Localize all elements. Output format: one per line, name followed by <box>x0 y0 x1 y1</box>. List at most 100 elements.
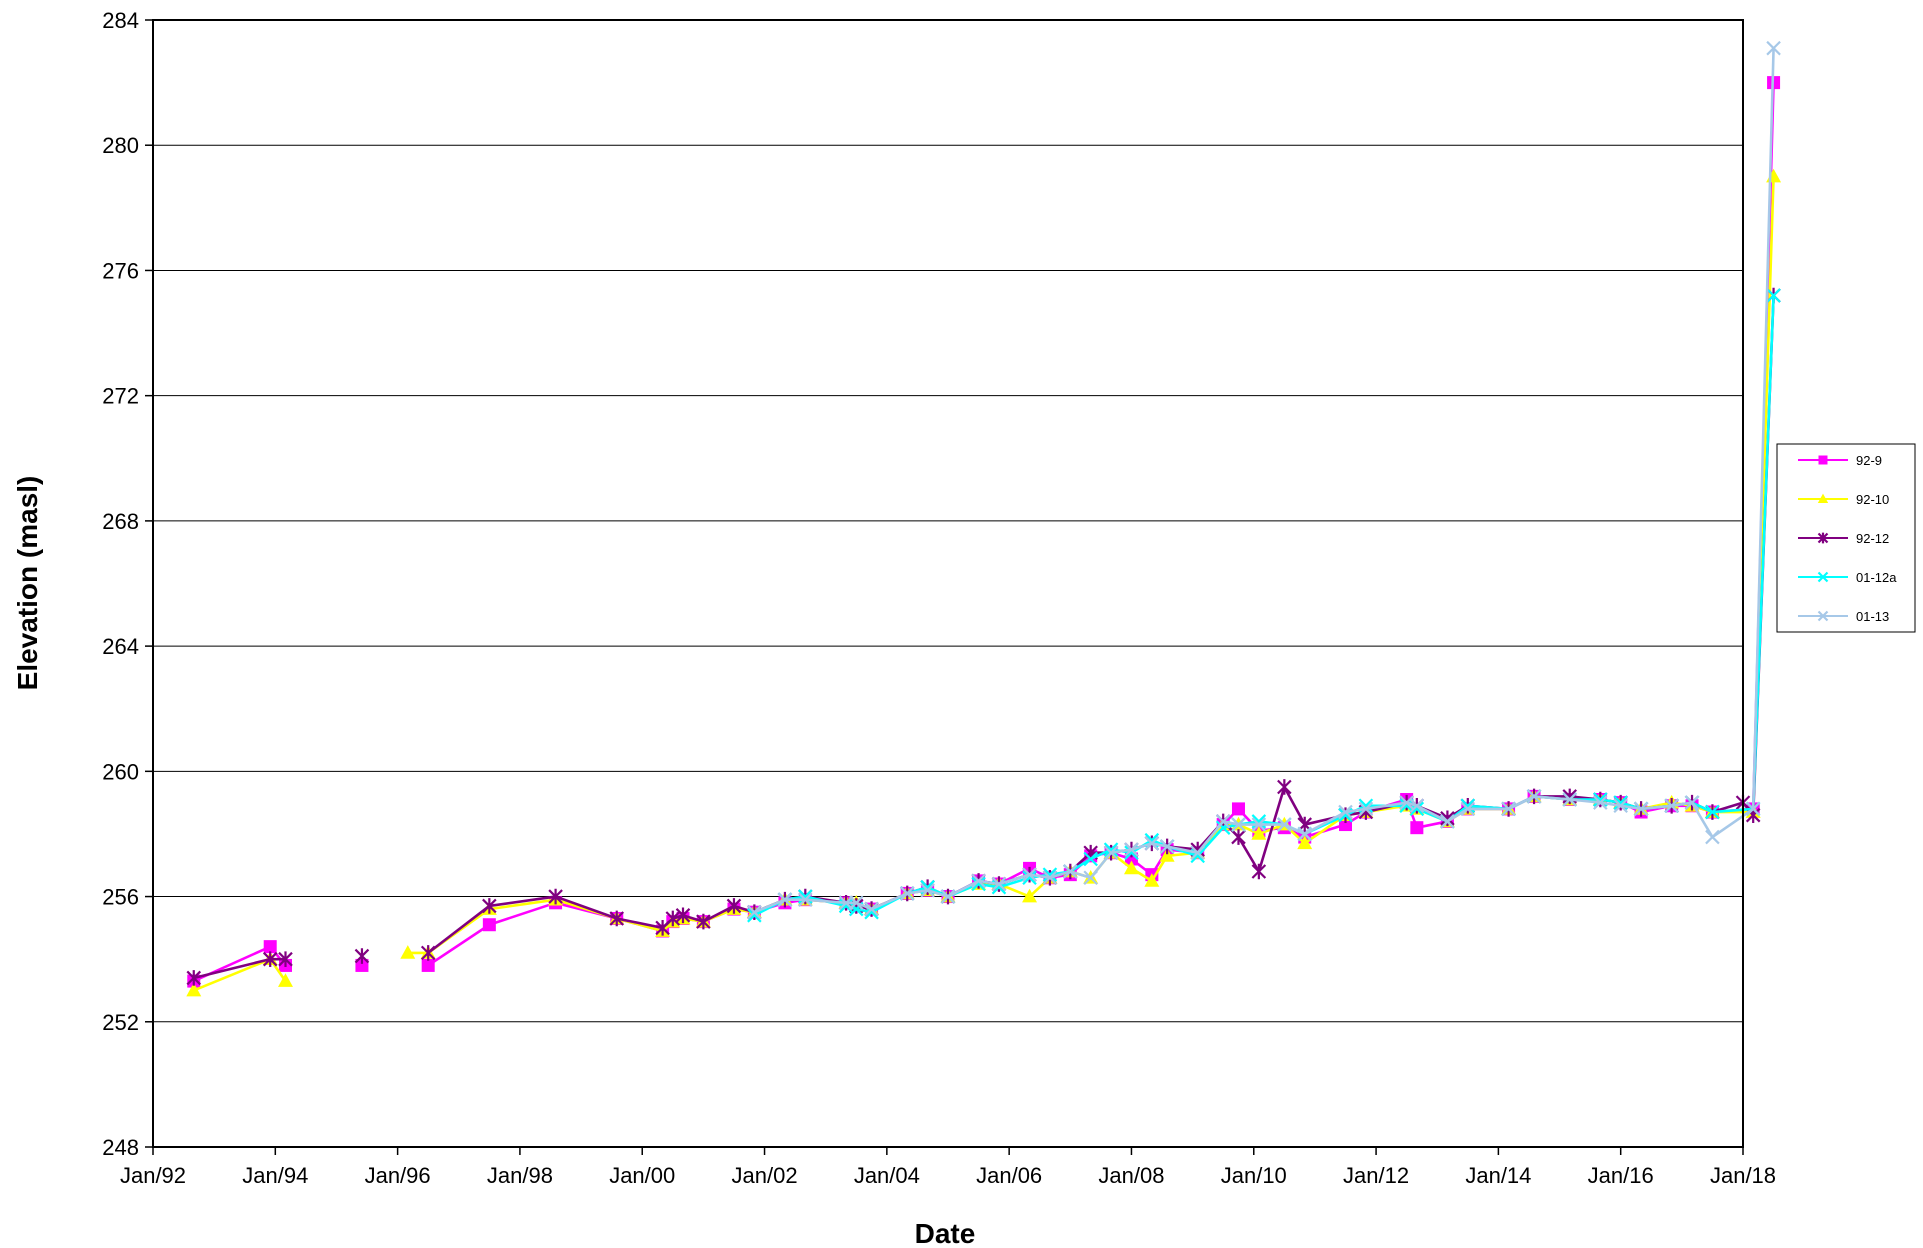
data-point <box>1063 864 1078 879</box>
y-tick-label: 260 <box>102 759 139 784</box>
data-point <box>1159 848 1175 862</box>
data-point <box>1633 801 1649 817</box>
data-point <box>1460 801 1476 817</box>
y-tick-label: 268 <box>102 509 139 534</box>
data-point <box>1440 814 1455 829</box>
y-tick-label: 272 <box>102 384 139 409</box>
data-point <box>1231 829 1246 845</box>
data-point <box>1297 835 1313 850</box>
y-tick-label: 248 <box>102 1135 139 1160</box>
y-tick-label: 280 <box>102 133 139 158</box>
data-point <box>1144 873 1160 887</box>
data-point <box>1297 826 1313 842</box>
x-tick-label: Jan/14 <box>1465 1163 1531 1188</box>
data-point <box>1613 798 1628 814</box>
data-point <box>1042 867 1058 882</box>
data-point <box>1562 792 1578 807</box>
data-point <box>1083 851 1098 867</box>
data-point <box>1144 836 1160 851</box>
legend-label: 92-9 <box>1856 453 1882 468</box>
y-tick-label: 264 <box>102 634 139 659</box>
legend-swatch-marker <box>1817 532 1829 544</box>
data-point <box>548 888 563 905</box>
data-point <box>1684 795 1700 810</box>
legend-swatch-marker <box>1817 610 1829 622</box>
data-point <box>482 898 497 914</box>
data-point <box>1399 795 1414 810</box>
data-point <box>1083 870 1098 886</box>
x-tick-label: Jan/10 <box>1221 1163 1287 1188</box>
data-point <box>798 892 813 907</box>
data-point <box>1593 795 1608 810</box>
data-point <box>420 945 436 961</box>
data-point <box>1526 789 1542 804</box>
data-point <box>1231 817 1246 832</box>
legend-swatch-marker <box>1817 571 1829 583</box>
data-point <box>899 886 915 901</box>
data-point <box>262 951 278 967</box>
data-point <box>1358 801 1374 817</box>
data-point <box>747 904 762 920</box>
legend-label: 01-12a <box>1856 570 1897 585</box>
y-tick-label: 284 <box>102 8 139 33</box>
legend-label: 01-13 <box>1856 609 1889 624</box>
data-point <box>696 913 711 930</box>
data-point <box>355 958 369 972</box>
data-point <box>991 876 1007 892</box>
data-point <box>1159 839 1175 854</box>
x-tick-label: Jan/98 <box>487 1163 553 1188</box>
legend-entry: 01-13 <box>1798 609 1889 624</box>
data-point <box>278 951 293 967</box>
data-point <box>263 940 277 954</box>
legend-swatch-marker <box>1818 455 1828 465</box>
data-point <box>1766 288 1781 303</box>
x-tick-label: Jan/18 <box>1710 1163 1776 1188</box>
data-point <box>1277 817 1292 832</box>
data-point <box>1338 804 1353 820</box>
legend-entry: 92-9 <box>1798 453 1882 468</box>
data-point <box>971 873 986 889</box>
data-point <box>186 970 202 986</box>
data-point <box>726 898 742 914</box>
y-tick-label: 256 <box>102 885 139 910</box>
y-axis-ticks: 248 252 256 260 264 268 272 276 280 284 <box>102 8 153 1160</box>
data-point <box>1251 826 1267 840</box>
series-line <box>753 48 1775 914</box>
data-point <box>665 910 681 927</box>
data-point <box>1042 870 1058 886</box>
legend-entry: 92-12 <box>1798 531 1889 546</box>
y-tick-label: 252 <box>102 1010 139 1035</box>
data-point <box>1124 842 1139 857</box>
legend-label: 92-10 <box>1856 492 1889 507</box>
data-point <box>1251 863 1267 880</box>
x-tick-label: Jan/94 <box>242 1163 308 1188</box>
x-tick-label: Jan/00 <box>609 1163 675 1188</box>
x-tick-label: Jan/04 <box>854 1163 920 1188</box>
y-axis-title: Elevation (masl) <box>12 476 43 691</box>
data-point <box>1766 40 1781 56</box>
data-point <box>1440 810 1455 827</box>
y-tick-label: 276 <box>102 258 139 283</box>
data-point <box>482 918 496 932</box>
plot-area-border <box>152 19 1744 1148</box>
x-axis-ticks: Jan/92 Jan/94 Jan/96 Jan/98 Jan/00 Jan/02 Jan/… <box>120 1147 1776 1188</box>
data-point <box>421 958 435 972</box>
legend-swatch-marker <box>1817 493 1829 504</box>
x-axis-title: Date <box>915 1218 976 1248</box>
legend: 92-9 92-10 92-12 01-12a 01-13 <box>1776 443 1916 633</box>
data-point <box>186 982 202 997</box>
x-tick-label: Jan/08 <box>1098 1163 1164 1188</box>
data-point <box>609 910 625 927</box>
series-layer <box>186 40 1782 997</box>
data-point <box>675 907 691 924</box>
data-point <box>278 973 293 987</box>
x-tick-label: Jan/12 <box>1343 1163 1409 1188</box>
data-point <box>354 948 370 964</box>
x-tick-label: Jan/96 <box>365 1163 431 1188</box>
data-point <box>1277 779 1292 795</box>
data-point <box>848 895 864 911</box>
data-point <box>940 889 956 904</box>
data-point <box>1745 801 1761 817</box>
